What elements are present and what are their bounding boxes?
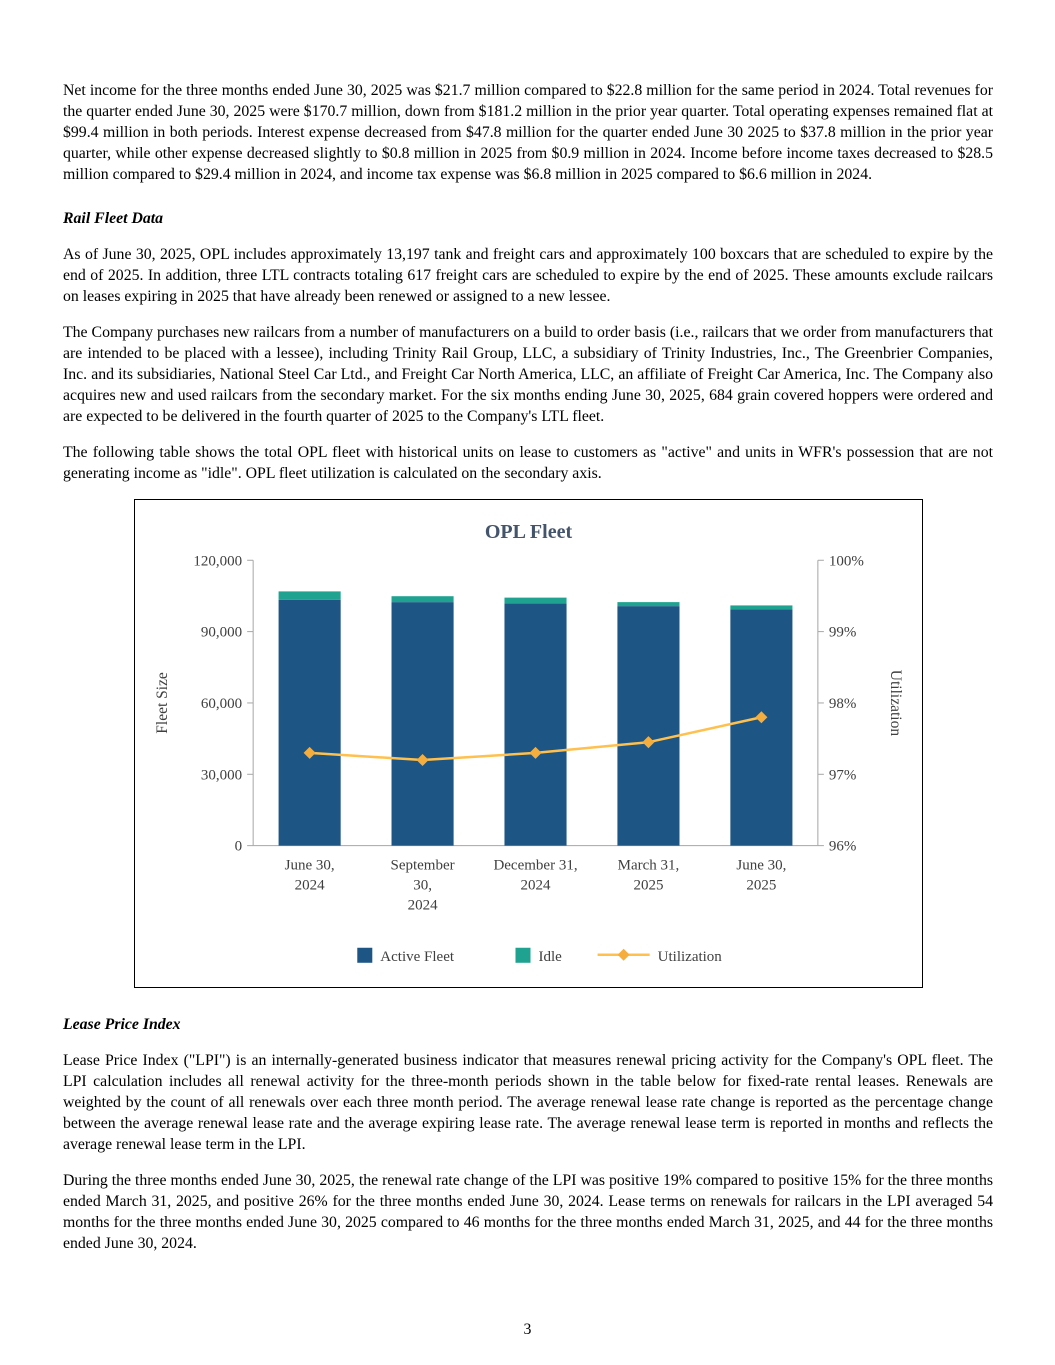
x-axis-category-label: 2024 — [520, 878, 551, 894]
x-axis-category-label: March 31, — [617, 858, 679, 874]
x-axis-category-label: 2024 — [294, 878, 325, 894]
legend-marker-utilization — [617, 948, 630, 961]
x-axis-category-label: June 30, — [284, 858, 334, 874]
left-axis-tick-label: 0 — [234, 839, 242, 855]
utilization-marker — [416, 754, 429, 767]
legend-label-idle: Idle — [538, 949, 562, 965]
x-axis-category-label: 2025 — [633, 878, 663, 894]
opl-fleet-chart-svg: OPL Fleet 0 30,000 60,000 90,000 120,000 96% 97… — [154, 521, 904, 965]
paragraph-lpi-definition: Lease Price Index ("LPI") is an internal… — [63, 1052, 993, 1153]
left-axis-tick-label: 90,000 — [200, 625, 241, 641]
x-axis-category-label: December 31, — [493, 858, 577, 874]
bar-segment — [729, 609, 792, 846]
paragraph-chart-intro: The following table shows the total OPL … — [63, 444, 993, 482]
chart-legend: Active Fleet Idle Utilization — [356, 947, 722, 965]
opl-fleet-chart: OPL Fleet 0 30,000 60,000 90,000 120,000 96% 97… — [133, 499, 923, 988]
legend-label-active-fleet: Active Fleet — [380, 949, 455, 965]
right-axis-title: Utilization — [886, 670, 903, 737]
right-axis-tick-label: 96% — [828, 839, 856, 855]
legend-label-utilization: Utilization — [657, 949, 722, 965]
x-axis-category-label: 2024 — [407, 898, 438, 914]
paragraph-fleet-expiry: As of June 30, 2025, OPL includes approx… — [63, 246, 993, 305]
right-axis-tick-label: 98% — [828, 696, 856, 712]
left-axis-tick-label: 120,000 — [193, 553, 242, 569]
bar-segment — [503, 597, 567, 604]
x-axis-category-label: 30, — [413, 878, 432, 894]
utilization-marker — [529, 746, 542, 759]
x-axis-category-label: September — [390, 858, 454, 874]
heading-rail-fleet-data: Rail Fleet Data — [63, 210, 164, 227]
x-axis-category-label: June 30, — [736, 858, 786, 874]
paragraph-net-income: Net income for the three months ended Ju… — [63, 82, 993, 183]
bar-segment — [503, 603, 567, 846]
right-axis-tick-label: 99% — [828, 625, 856, 641]
left-axis-tick-label: 60,000 — [200, 696, 241, 712]
x-axis-category-label: 2025 — [746, 878, 776, 894]
bar-segment — [278, 591, 341, 600]
page-number: 3 — [523, 1321, 532, 1338]
heading-lease-price-index: Lease Price Index — [63, 1016, 181, 1033]
legend-swatch-active-fleet — [356, 947, 372, 963]
paragraph-manufacturers: The Company purchases new railcars from … — [63, 324, 993, 425]
right-axis-tick-label: 97% — [828, 767, 856, 783]
bar-segment — [616, 606, 679, 846]
bar-segment — [278, 599, 341, 846]
legend-swatch-idle — [514, 947, 531, 963]
utilization-marker — [641, 736, 654, 749]
bar-segment — [616, 602, 679, 607]
paragraph-lpi-results: During the three months ended June 30, 2… — [63, 1172, 993, 1252]
bar-segment — [391, 602, 454, 846]
bar-segment — [729, 605, 792, 610]
left-axis-title: Fleet Size — [154, 672, 171, 734]
bar-segment — [391, 596, 454, 603]
left-axis-tick-label: 30,000 — [200, 767, 241, 783]
right-axis-tick-label: 100% — [828, 553, 863, 569]
chart-title: OPL Fleet — [484, 521, 572, 543]
